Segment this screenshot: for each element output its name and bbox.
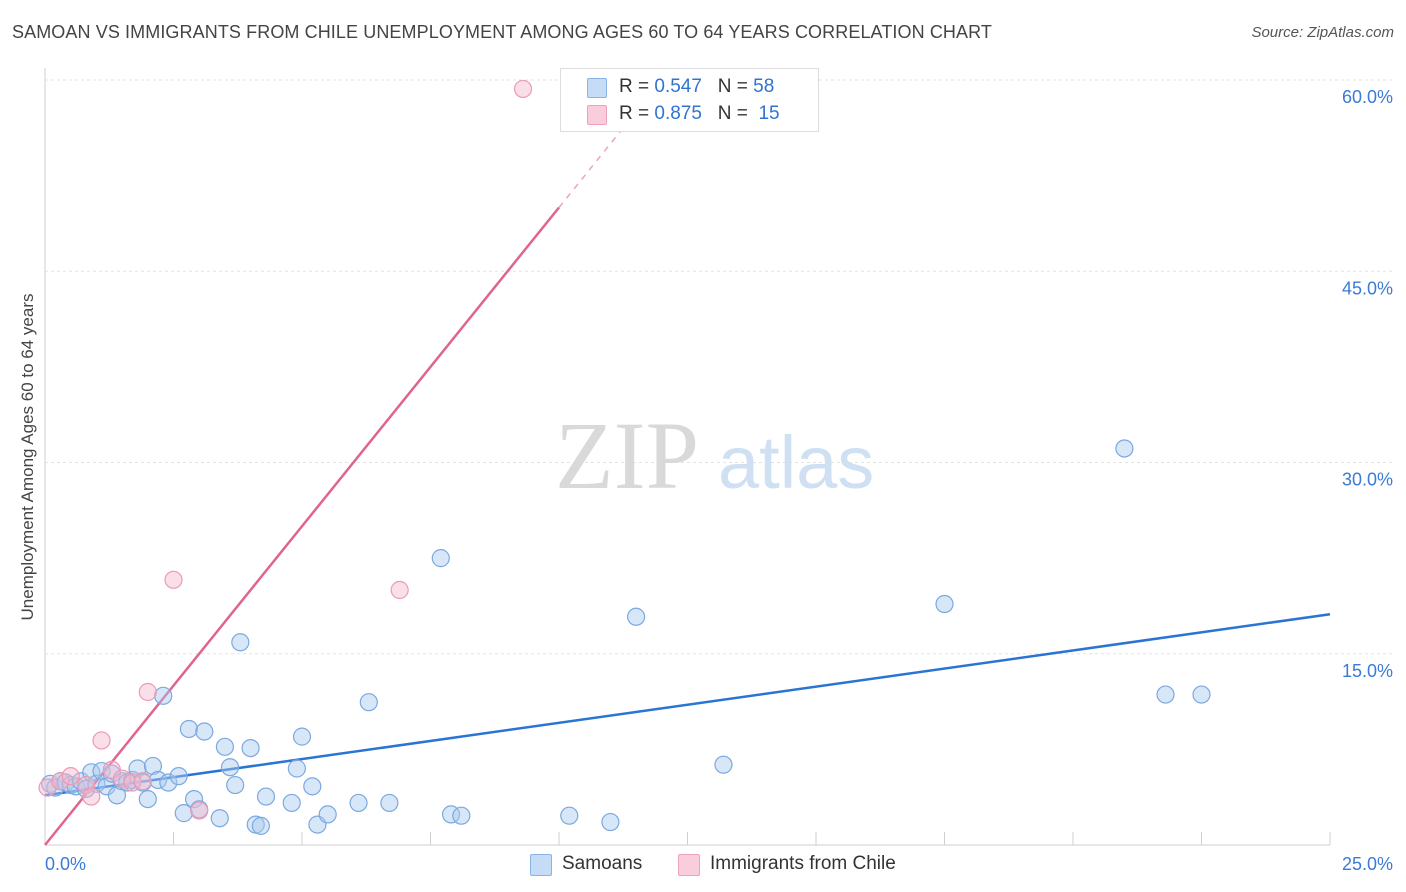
point-samoans [138,789,157,809]
point-samoans [169,767,188,786]
legend-n-label: N = [717,103,748,124]
legend: R = 0.547 N = 58 R = 0.875 N = 15 [560,68,819,132]
point-samoans [282,793,301,813]
point-samoans [174,804,193,823]
legend-swatch-samoans [587,78,607,98]
point-chile [513,79,533,99]
point-samoans [1115,439,1134,458]
y-tick-label: 45.0% [1342,278,1393,298]
chart-title: SAMOAN VS IMMIGRANTS FROM CHILE UNEMPLOY… [12,22,992,42]
x-tick-label-max: 25.0% [1342,854,1393,874]
point-samoans [1192,685,1211,704]
point-chile [51,772,70,791]
legend-r-label: R = [619,76,650,97]
point-samoans [143,756,163,776]
watermark: ZIP atlas [555,402,874,509]
point-samoans [107,786,127,805]
point-samoans [935,594,954,614]
point-samoans [195,722,214,741]
source-label: Source: ZipAtlas.com [1251,24,1394,41]
point-chile [138,682,157,702]
point-chile [102,760,121,779]
point-chile [190,801,209,820]
data-points [38,79,1211,835]
point-samoans [287,759,306,778]
watermark-atlas: atlas [718,421,874,504]
point-chile [112,769,132,788]
legend-n-label: N = [717,76,748,97]
trendlines [44,117,1331,846]
point-samoans [560,806,579,825]
point-samoans [159,773,178,792]
watermark-zip: ZIP [555,402,699,509]
point-samoans [241,738,260,758]
point-samoans [179,719,199,739]
point-samoans [251,816,270,835]
point-samoans [215,737,234,756]
legend-r-value: 0.547 [654,76,702,97]
bottom-legend-label-samoans: Samoans [562,853,643,874]
point-samoans [1156,685,1175,704]
axes [44,68,1331,846]
y-tick-label: 15.0% [1342,661,1393,681]
point-samoans [452,806,471,825]
point-samoans [292,727,312,746]
point-chile [92,731,111,750]
point-samoans [303,777,322,796]
point-samoans [210,809,229,828]
point-samoans [359,693,378,712]
point-samoans [380,793,399,813]
tick-labels: 15.0% 30.0% 45.0% 60.0% 0.0% 25.0% [45,87,1393,874]
point-chile [133,772,152,791]
point-samoans [349,793,368,813]
point-chile [164,570,183,589]
legend-swatch-chile [587,105,607,125]
trendline-samoans [44,612,1331,797]
point-samoans [256,787,276,806]
y-tick-label: 60.0% [1342,87,1393,107]
point-samoans [231,633,250,652]
point-samoans [226,775,245,795]
point-samoans [431,549,450,568]
point-samoans [318,805,337,824]
point-chile [77,775,96,795]
x-tick-label-min: 0.0% [45,854,86,874]
point-chile [390,580,409,600]
point-chile [61,767,80,786]
legend-r-label: R = [619,103,650,124]
legend-n-value: 58 [753,76,775,97]
point-samoans [220,758,240,777]
point-samoans [626,607,646,626]
legend-n-value: 15 [758,103,780,124]
gridlines [45,79,1395,655]
trendline-chile [44,206,560,846]
bottom-legend-swatch-chile [678,854,700,876]
bottom-legend-label-chile: Immigrants from Chile [710,853,896,874]
point-samoans [601,812,620,832]
bottom-legend-swatch-samoans [530,854,552,876]
point-samoans [184,789,204,809]
legend-r-value: 0.875 [654,103,702,124]
y-tick-label: 30.0% [1342,470,1393,490]
point-samoans [154,686,173,705]
point-samoans [102,764,121,783]
point-samoans [714,755,733,774]
point-chile [82,787,101,806]
